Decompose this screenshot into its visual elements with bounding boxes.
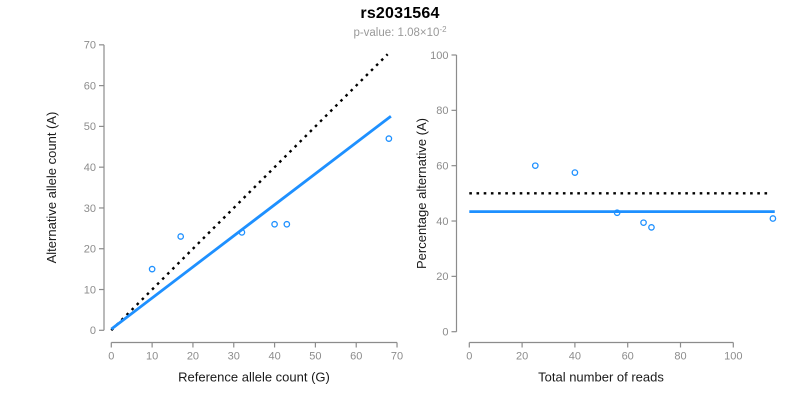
data-point: [613, 209, 621, 217]
y-axis-title: Percentage alternative (A): [414, 118, 429, 269]
x-tick-label: 80: [674, 351, 686, 363]
y-tick-label: 30: [84, 203, 96, 215]
data-point: [571, 169, 579, 176]
x-tick-label: 10: [146, 351, 158, 363]
y-tick-label: 60: [436, 160, 448, 172]
x-tick-label: 100: [724, 351, 742, 363]
x-tick-label: 0: [108, 351, 114, 363]
y-tick-label: 80: [436, 105, 448, 117]
y-tick-label: 20: [84, 244, 96, 256]
x-tick-label: 20: [187, 351, 199, 363]
x-tick-label: 60: [622, 351, 634, 363]
identity-line: [110, 53, 389, 332]
y-tick-label: 0: [442, 327, 448, 339]
x-tick-label: 70: [391, 351, 403, 363]
x-axis-title: Total number of reads: [538, 370, 664, 385]
p-value-text: p-value: 1.08×10: [353, 27, 440, 39]
y-tick-label: 40: [436, 216, 448, 228]
y-tick-label: 70: [84, 40, 96, 52]
y-tick-label: 20: [436, 271, 448, 283]
x-tick-label: 30: [228, 351, 240, 363]
x-tick-label: 50: [309, 351, 321, 363]
y-tick-label: 40: [84, 162, 96, 174]
p-value-subtitle: p-value: 1.08×10-2: [0, 25, 800, 39]
y-tick-label: 60: [84, 80, 96, 92]
data-point: [148, 265, 156, 273]
x-axis-title: Reference allele count (G): [178, 370, 330, 385]
x-tick-label: 0: [466, 351, 472, 363]
p-value-exponent: -2: [439, 25, 447, 34]
x-tick-label: 40: [569, 351, 581, 363]
y-tick-label: 100: [430, 50, 448, 62]
data-point: [283, 220, 291, 228]
x-tick-label: 20: [516, 351, 528, 363]
data-point: [648, 224, 655, 231]
y-tick-label: 50: [84, 121, 96, 133]
x-tick-label: 60: [350, 351, 362, 363]
data-point: [385, 135, 393, 142]
y-tick-label: 0: [90, 325, 96, 337]
data-point: [769, 215, 777, 222]
data-point: [177, 233, 185, 240]
data-point: [271, 220, 278, 228]
data-point: [531, 162, 539, 170]
data-point: [640, 219, 647, 227]
y-axis-title: Alternative allele count (A): [44, 112, 59, 264]
fit-line: [110, 115, 392, 331]
x-tick-label: 40: [268, 351, 280, 363]
page-title: rs2031564: [360, 5, 440, 22]
y-tick-label: 10: [84, 284, 96, 296]
data-point: [238, 229, 246, 236]
